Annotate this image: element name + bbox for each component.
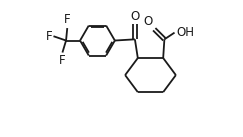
- Text: F: F: [64, 13, 70, 26]
- Text: OH: OH: [176, 26, 194, 39]
- Text: O: O: [143, 15, 152, 28]
- Text: F: F: [59, 54, 66, 67]
- Text: F: F: [45, 30, 52, 43]
- Text: O: O: [130, 10, 139, 23]
